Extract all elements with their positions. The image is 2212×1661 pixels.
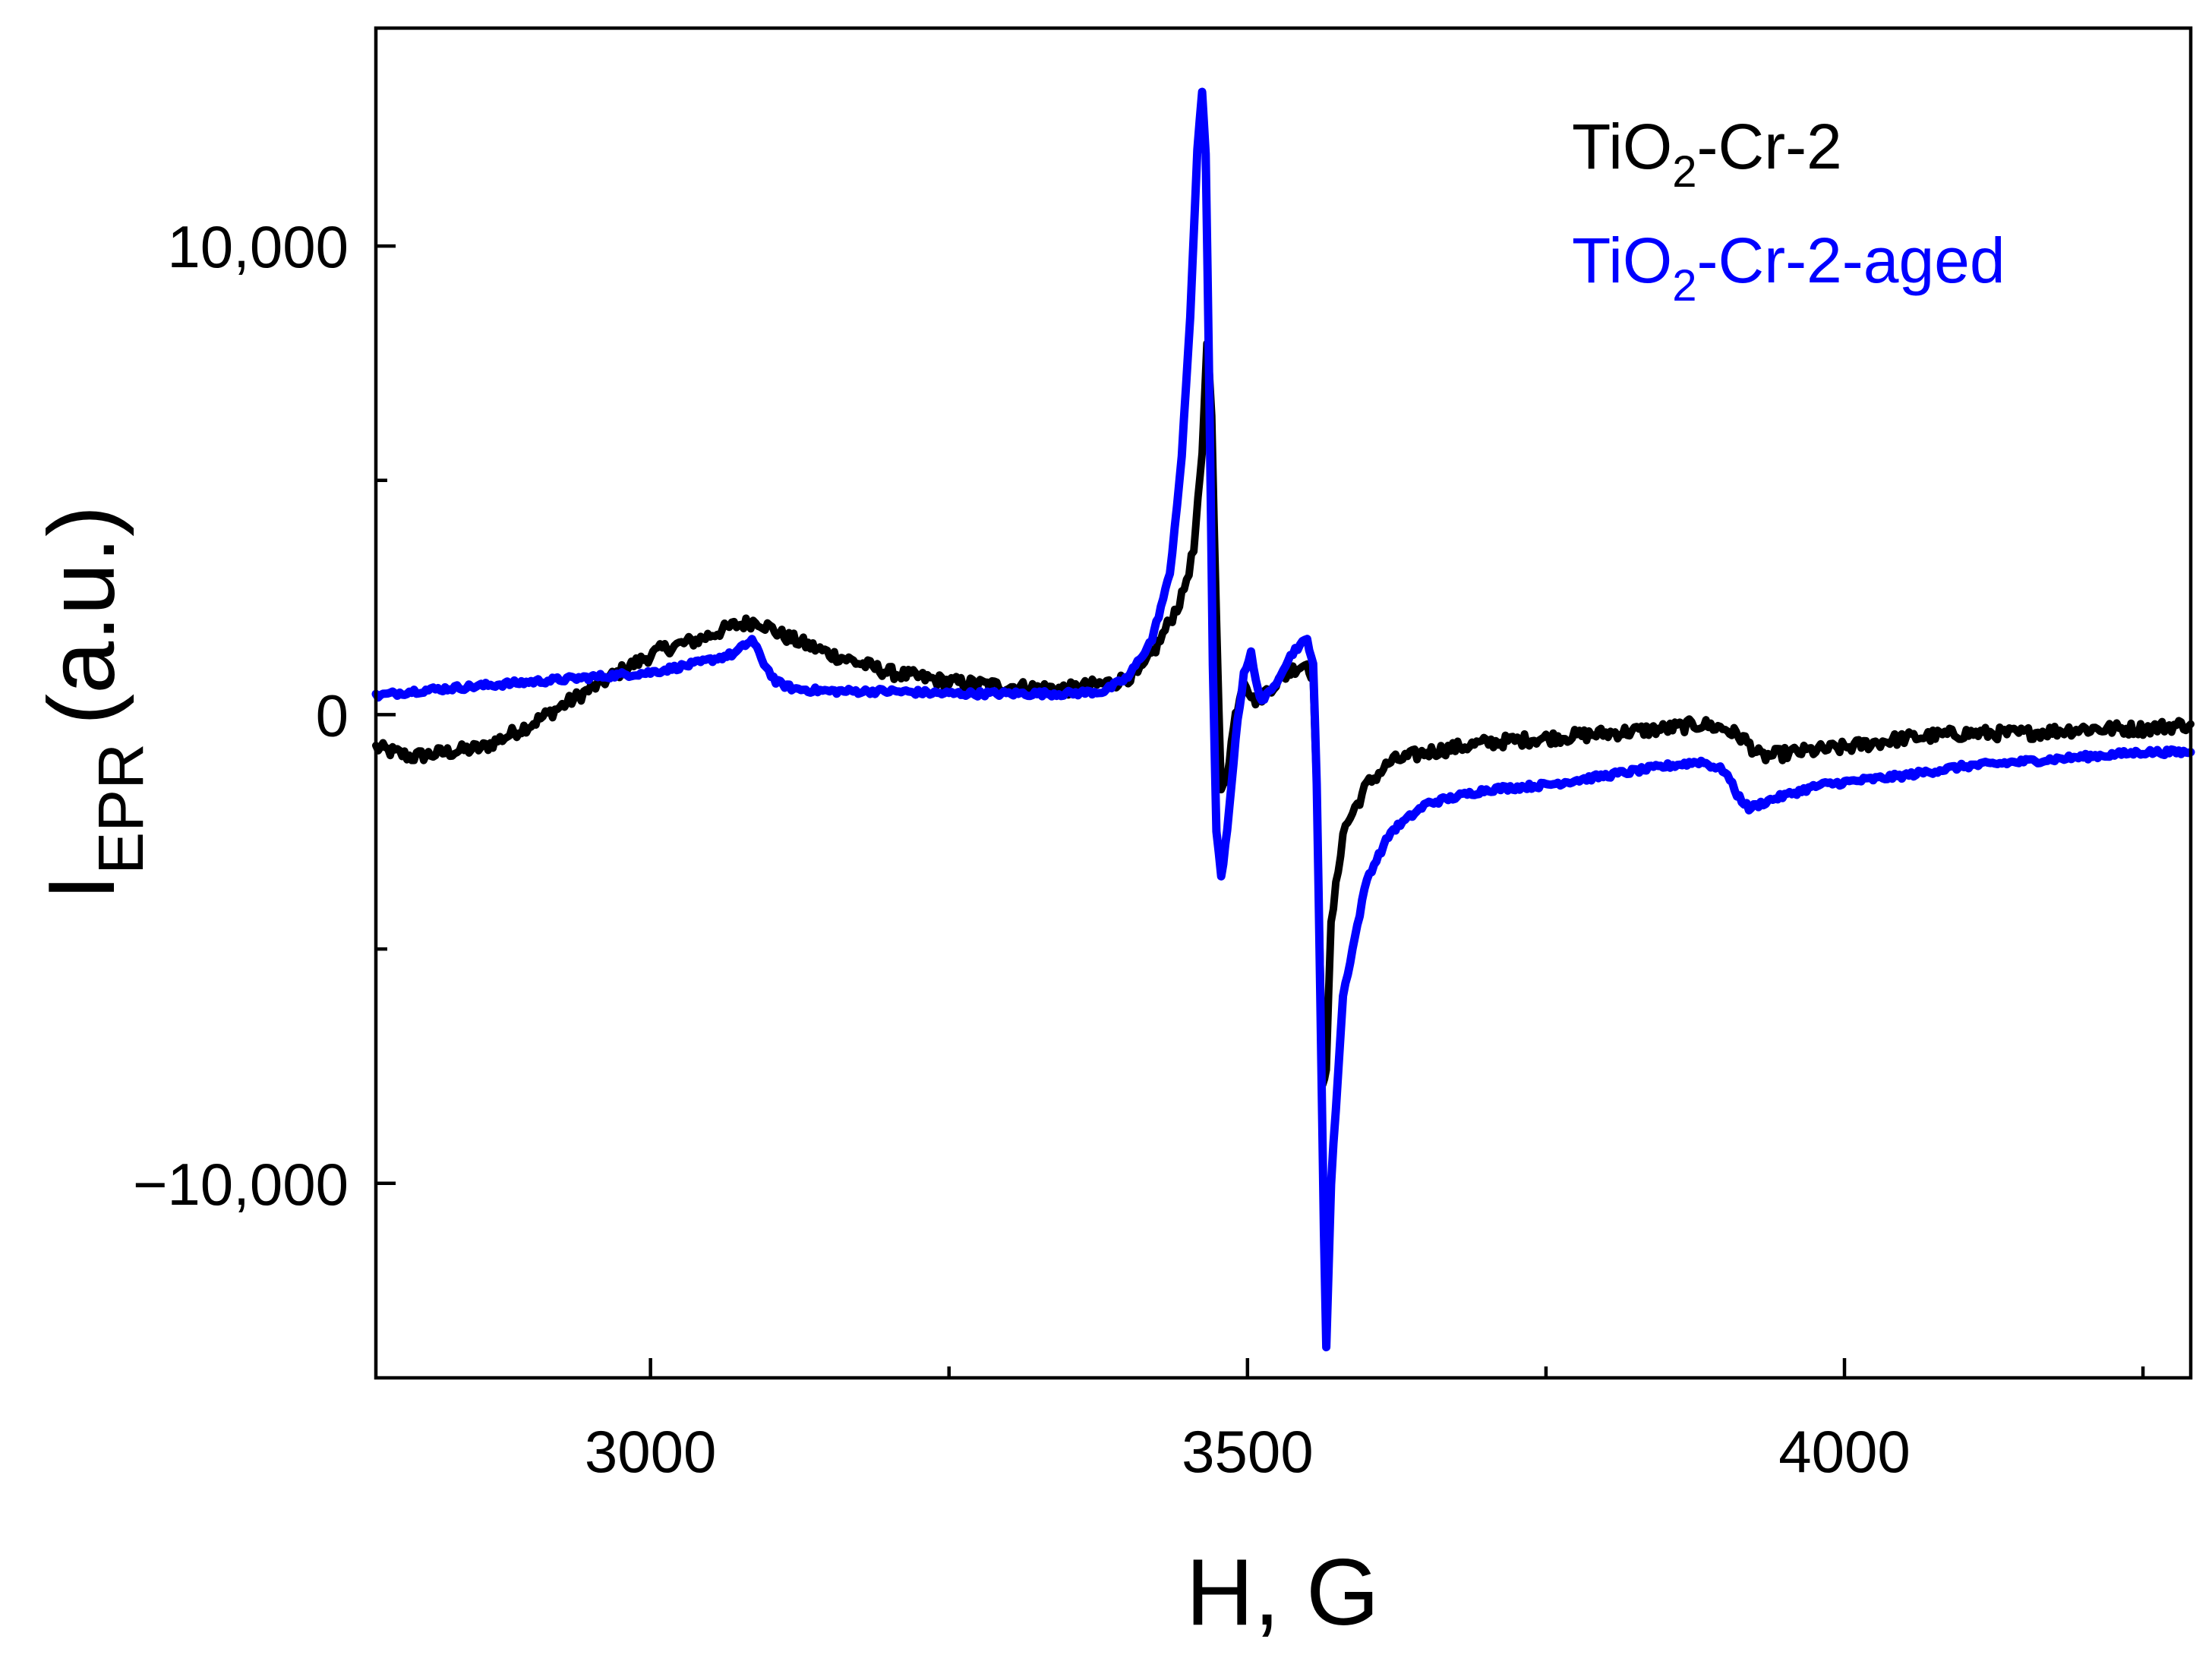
legend: TiO2-Cr-2 TiO2-Cr-2-aged	[1572, 111, 2005, 310]
series-layer	[371, 87, 2195, 1352]
ticks-layer	[376, 244, 2145, 1378]
series-line-tio2-cr-2-aged	[371, 87, 2195, 1352]
x-tick-label: 3000	[585, 1418, 717, 1485]
y-axis-title-main: I	[30, 875, 134, 900]
y-axis-title: IEPR (a.u.)	[30, 506, 156, 901]
y-axis-title-subscript: EPR	[85, 743, 156, 875]
tick-labels: 3000 3500 4000 10,000 0 −10,000	[133, 213, 1911, 1485]
x-tick-label: 4000	[1778, 1418, 1911, 1485]
legend-entry-2-rest: -Cr-2-aged	[1696, 225, 2005, 296]
y-tick-label: 10,000	[167, 213, 349, 280]
legend-entry-tio2-cr-2-aged: TiO2-Cr-2-aged	[1572, 225, 2005, 310]
y-axis-title-suffix: (a.u.)	[30, 506, 134, 725]
legend-entry-tio2-cr-2: TiO2-Cr-2	[1572, 111, 1842, 197]
legend-entry-1-main: TiO	[1572, 111, 1672, 182]
legend-entry-2-subscript: 2	[1672, 261, 1696, 310]
x-tick-label: 3500	[1182, 1418, 1314, 1485]
legend-entry-1-rest: -Cr-2	[1696, 111, 1841, 182]
legend-entry-2-main: TiO	[1572, 225, 1672, 296]
x-axis-title: H, G	[1186, 1540, 1380, 1645]
y-tick-label: −10,000	[133, 1151, 349, 1218]
y-tick-label: 0	[316, 682, 349, 749]
legend-entry-1-subscript: 2	[1672, 147, 1696, 197]
plot-frame	[374, 26, 2193, 1380]
